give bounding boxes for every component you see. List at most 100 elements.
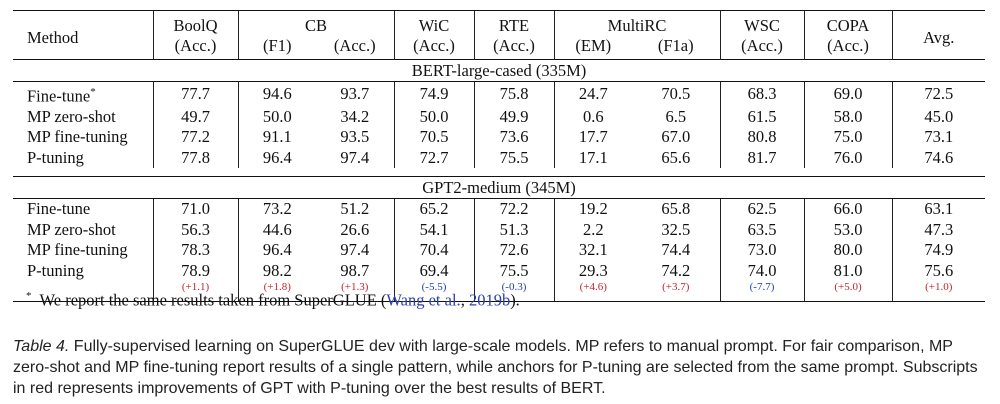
column-header-wic: WiC: [393, 10, 475, 36]
value-cell: 65.6: [661, 147, 691, 167]
value-cell: 80.8: [719, 127, 805, 148]
column-header-boolq: BoolQ: [152, 10, 238, 36]
metric-subheader: (Acc.): [803, 36, 893, 60]
method-cell: MP fine-tuning: [13, 127, 153, 148]
method-cell: MP fine-tuning: [13, 240, 153, 261]
method-name: MP zero-shot: [27, 219, 116, 239]
delta-cell: (+1.8): [237, 281, 316, 302]
section-divider: [13, 168, 985, 177]
value-cell: 47.3: [891, 219, 986, 240]
method-cell: Fine-tune*: [13, 82, 153, 107]
method-cell: Fine-tune: [13, 199, 153, 220]
method-name: MP zero-shot: [27, 106, 116, 126]
value-cell: 72.5: [891, 81, 986, 107]
delta-row: (+1.1) (+1.8) (+1.3) (-5.5) (-0.3) (+4.6) (+3.…: [13, 281, 986, 302]
section-title-row: GPT2-medium (345M): [13, 176, 986, 199]
value-cell: 72.2: [473, 198, 555, 220]
value-cell: 65.8: [661, 199, 691, 219]
column-header-wsc: WSC: [719, 10, 805, 36]
citation-separator: ,: [460, 290, 469, 310]
value-cell: 53.0: [803, 219, 893, 240]
method-column-header: Method: [13, 10, 153, 60]
value-cell: 6.5: [665, 106, 687, 126]
citation-year-link[interactable]: 2019b: [468, 290, 511, 310]
results-table: Method BoolQ CB WiC RTE MultiRC WSC COPA Avg. (Ac…: [13, 10, 986, 302]
value-cell: 26.6: [340, 219, 370, 239]
caption-text: Fully-supervised learning on SuperGLUE d…: [13, 338, 978, 397]
method-cell: P-tuning: [13, 261, 153, 282]
value-cell: 69.4: [393, 260, 475, 281]
header-row: Method BoolQ CB WiC RTE MultiRC WSC COPA Avg.: [13, 10, 986, 60]
value-cell: 81.7: [719, 147, 805, 168]
value-cell: 62.5: [719, 198, 805, 220]
value-cell: 74.6: [891, 147, 986, 168]
footnote-mark: *: [26, 290, 32, 302]
method-name: P-tuning: [27, 260, 84, 280]
value-cell: 77.8: [152, 147, 238, 168]
value-cell: 75.5: [473, 147, 555, 168]
metric-subheader-row: (Acc.) (F1) (Acc.) (Acc.) (Acc.) (EM) (F1a) (Ac…: [13, 36, 985, 60]
value-cell: 96.4: [237, 240, 316, 261]
value-cell: 97.4: [340, 240, 370, 260]
value-cell: 68.3: [719, 81, 805, 107]
value-cell: 72.7: [393, 147, 475, 168]
footnote: * We report the same results taken from S…: [26, 290, 520, 311]
value-cell: 75.6: [891, 260, 986, 281]
value-cell: 81.0: [803, 260, 893, 281]
table-row: MP zero-shot 56.3 44.6 26.6 54.1 51.3 2.2 32.5 6…: [13, 219, 986, 241]
value-cell: 73.6: [473, 127, 555, 148]
value-cell: 51.3: [473, 219, 555, 240]
citation-author-link[interactable]: Wang et al.: [386, 290, 461, 310]
value-cell: 91.1: [237, 127, 316, 148]
value-cell: 78.3: [152, 240, 238, 261]
value-cell: 93.7: [340, 84, 370, 104]
footnote-reference-mark: *: [90, 86, 96, 98]
value-cell: 75.8: [473, 81, 555, 107]
value-cell: 74.9: [393, 81, 475, 107]
value-cell: 17.1: [553, 147, 633, 168]
table-row: MP fine-tuning 77.2 91.1 93.5 70.5 73.6 17.7 67…: [13, 127, 986, 148]
delta-cell: (-5.5): [393, 281, 475, 302]
delta-cell: (+3.7): [632, 281, 721, 302]
value-cell: 63.1: [891, 198, 986, 220]
value-cell: 76.0: [803, 147, 893, 168]
value-cell: 50.0: [237, 106, 316, 127]
metric-subheader: (Acc.): [333, 36, 376, 55]
value-cell: 2.2: [553, 219, 633, 240]
method-name: MP fine-tuning: [27, 240, 128, 260]
delta-cell: (+5.0): [803, 281, 893, 302]
delta-cell: (+1.0): [891, 281, 986, 302]
footnote-end: ).: [510, 290, 520, 310]
value-cell: 49.9: [473, 106, 555, 127]
caption-label: Table 4.: [13, 338, 70, 355]
metric-subheader: (Acc.): [152, 36, 238, 60]
footnote-text: We report the same results taken from Su…: [39, 290, 387, 310]
metric-subheader: (Acc.): [393, 36, 475, 60]
value-cell: 34.2: [340, 106, 370, 126]
value-cell: 98.7: [340, 260, 370, 280]
value-cell: 70.5: [393, 127, 475, 148]
value-cell: 93.5: [340, 127, 370, 147]
value-cell: 72.6: [473, 240, 555, 261]
value-cell: 69.0: [803, 81, 893, 107]
value-cell: 51.2: [340, 199, 370, 219]
value-cell: 32.1: [553, 240, 633, 261]
value-cell: 58.0: [803, 106, 893, 127]
value-cell: 45.0: [891, 106, 986, 127]
avg-column-header: Avg.: [891, 10, 986, 60]
value-cell: 73.2: [237, 198, 316, 220]
metric-subheader: (Acc.): [719, 36, 805, 60]
value-cell: 24.7: [553, 81, 633, 107]
table-row: Fine-tune 71.0 73.2 51.2 65.2 72.2 19.2 65.8 62.…: [13, 198, 986, 220]
column-header-multirc: MultiRC: [553, 10, 721, 36]
results-table-container: Method BoolQ CB WiC RTE MultiRC WSC COPA Avg. (Ac…: [13, 10, 986, 302]
value-cell: 74.0: [719, 260, 805, 281]
value-cell: 70.4: [393, 240, 475, 261]
method-cell: MP zero-shot: [13, 220, 153, 241]
table-row: P-tuning 77.8 96.4 97.4 72.7 75.5 17.1 65.6 81.7…: [13, 147, 986, 168]
method-name: Fine-tune: [27, 199, 91, 219]
value-cell: 66.0: [803, 198, 893, 220]
delta-cell: (+1.1): [152, 281, 238, 302]
value-cell: 61.5: [719, 106, 805, 127]
value-cell: 49.7: [152, 106, 238, 127]
